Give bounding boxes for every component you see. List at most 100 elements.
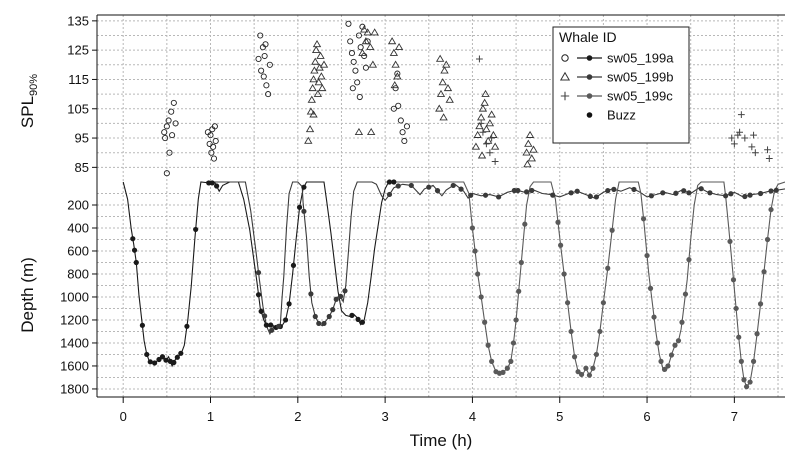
buzz-point-sw05_199c (736, 334, 742, 340)
axes: 8595105115125135200400600800100012001400… (60, 13, 785, 424)
buzz-point-sw05_199b (434, 188, 441, 194)
depth-panel (122, 179, 785, 390)
spl-point-sw05_199a (163, 170, 170, 177)
buzz-point-sw05_199c (686, 257, 692, 263)
spl-point-sw05_199a (208, 149, 215, 156)
buzz-point-sw05_199c (757, 301, 764, 307)
buzz-point-sw05_199a (355, 316, 361, 322)
buzz-point-sw05_199a (131, 247, 138, 253)
buzz-point-sw05_199b (316, 320, 322, 327)
spl-point-sw05_199c (488, 134, 496, 142)
buzz-point-sw05_199b (326, 313, 332, 320)
buzz-point-sw05_199b (333, 296, 339, 302)
legend-title: Whale ID (559, 29, 617, 45)
buzz-point-sw05_199b (426, 184, 432, 190)
buzz-point-sw05_199c (768, 206, 774, 213)
buzz-point-sw05_199c (516, 288, 522, 294)
buzz-point-sw05_199b (468, 192, 474, 198)
spl-point-sw05_199b (481, 89, 490, 97)
spl-point-sw05_199a (210, 155, 218, 162)
spl-point-sw05_199a (210, 143, 217, 150)
spl-point-sw05_199b (480, 98, 489, 106)
buzz-point-sw05_199c (743, 384, 750, 390)
spl-point-sw05_199b (313, 89, 323, 97)
buzz-point-sw05_199a (386, 179, 393, 185)
spl-point-sw05_199a (395, 102, 402, 109)
buzz-point-sw05_199a (290, 262, 297, 268)
spl-point-sw05_199c (728, 134, 736, 142)
spl-point-sw05_199b (308, 83, 317, 92)
spl-point-sw05_199b (314, 78, 323, 86)
spl-y-tick-label: 105 (67, 101, 89, 116)
spl-point-sw05_199c (764, 146, 771, 154)
buzz-point-sw05_199b (673, 190, 679, 196)
spl-point-sw05_199a (348, 50, 355, 57)
buzz-point-sw05_199b (574, 188, 580, 194)
buzz-point-sw05_199c (733, 305, 739, 312)
spl-point-sw05_199b (304, 136, 313, 144)
buzz-point-sw05_199c (761, 269, 767, 275)
spl-point-sw05_199b (387, 37, 397, 45)
x-tick-label: 3 (382, 409, 389, 424)
buzz-point-sw05_199a (263, 322, 269, 328)
spl-point-sw05_199b (393, 72, 402, 80)
buzz-point-sw05_199c (665, 363, 671, 369)
spl-point-sw05_199a (266, 61, 273, 68)
spl-point-sw05_199b (435, 104, 444, 112)
buzz-point-sw05_199c (504, 365, 510, 371)
buzz-point-sw05_199b (742, 193, 748, 200)
buzz-point-sw05_199a (349, 312, 355, 318)
buzz-point-sw05_199b (515, 187, 521, 194)
buzz-point-sw05_199b (395, 183, 401, 189)
spl-point-sw05_199b (394, 42, 404, 51)
buzz-point-sw05_199b (773, 187, 779, 193)
buzz-point-sw05_199c (605, 265, 611, 271)
spl-point-sw05_199b (440, 66, 449, 74)
buzz-point-sw05_199b (321, 320, 327, 327)
buzz-point-sw05_199b (496, 194, 502, 200)
x-tick-label: 2 (294, 409, 301, 424)
buzz-point-sw05_199b (523, 189, 530, 195)
buzz-point-sw05_199b (686, 190, 692, 196)
spl-point-sw05_199a (162, 135, 169, 142)
spl-point-sw05_199a (392, 85, 399, 92)
spl-point-sw05_199b (389, 48, 399, 56)
spl-point-sw05_199a (170, 99, 177, 106)
buzz-point-sw05_199b (301, 208, 307, 214)
buzz-point-sw05_199c (561, 271, 567, 277)
spl-point-sw05_199b (370, 28, 379, 36)
spl-point-sw05_199b (307, 95, 316, 103)
spl-point-sw05_199b (445, 95, 454, 103)
legend-dot-Buzz (586, 112, 593, 118)
buzz-point-sw05_199c (750, 358, 757, 364)
legend-marker-sw05_199c (560, 91, 570, 101)
spl-point-sw05_199b (436, 89, 446, 97)
spl-y-tick-label: 85 (75, 160, 89, 175)
buzz-point-sw05_199a (174, 354, 180, 360)
spl-point-sw05_199a (362, 64, 369, 71)
buzz-point-sw05_199c (741, 377, 747, 383)
dive-line-sw05_199b (206, 181, 785, 336)
spl-y-tick-label: 135 (67, 13, 89, 28)
grid-lines (97, 15, 785, 397)
legend: Whale ID sw05_199a sw05_199b sw05_199c Buzz (552, 26, 690, 144)
buzz-point-sw05_199c (575, 369, 581, 375)
spl-point-sw05_199a (169, 132, 176, 139)
buzz-point-sw05_199c (661, 366, 668, 373)
spl-y-tick-label: 125 (67, 43, 89, 58)
spl-point-sw05_199b (366, 42, 375, 51)
buzz-point-sw05_199a (184, 323, 190, 329)
spl-point-sw05_199c (741, 134, 749, 142)
buzz-point-sw05_199c (640, 216, 647, 222)
legend-marker-sw05_199a (561, 54, 569, 62)
buzz-point-sw05_199a (171, 359, 177, 366)
x-tick-label: 1 (207, 409, 214, 424)
buzz-point-sw05_199b (330, 307, 336, 313)
buzz-point-sw05_199c (508, 358, 514, 364)
spl-point-sw05_199a (397, 117, 404, 124)
spl-point-sw05_199c (750, 131, 757, 139)
spl-point-sw05_199b (443, 83, 453, 92)
spl-point-sw05_199a (265, 91, 272, 98)
buzz-point-sw05_199c (668, 352, 675, 358)
spl-point-sw05_199a (161, 129, 168, 136)
